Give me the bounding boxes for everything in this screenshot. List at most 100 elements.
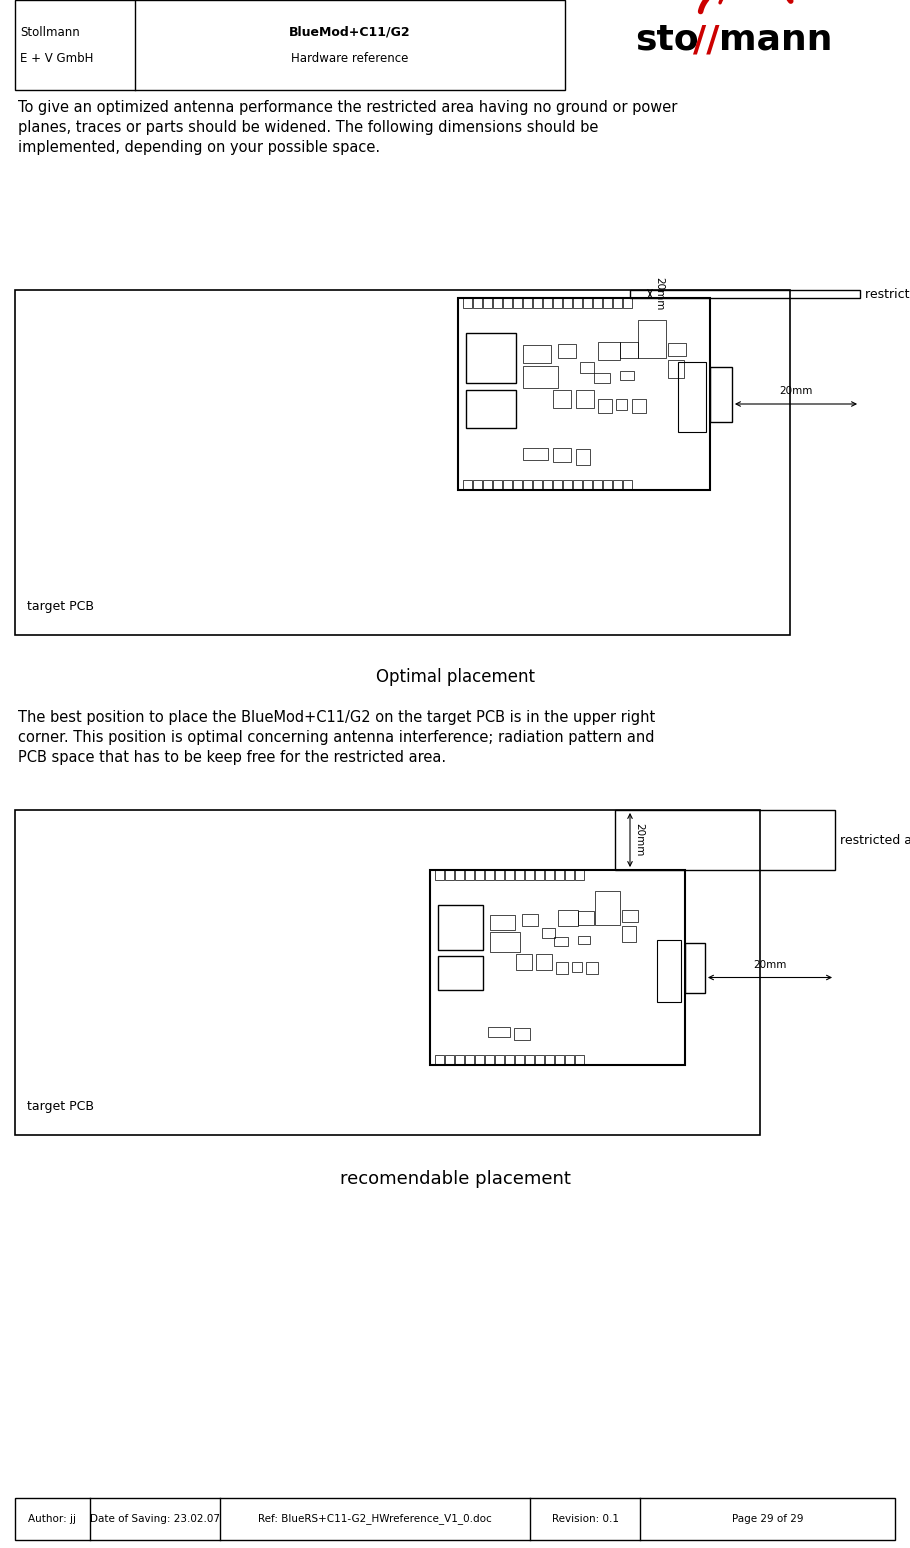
Bar (613, 480, 622, 491)
Bar (603, 480, 612, 491)
Bar (620, 342, 638, 358)
Bar (438, 906, 483, 950)
Bar (438, 957, 483, 991)
Bar (463, 299, 472, 308)
Bar (553, 447, 571, 461)
Bar (503, 480, 512, 491)
Bar (594, 373, 610, 382)
Bar (533, 299, 542, 308)
Bar (573, 299, 582, 308)
Bar (445, 1056, 454, 1065)
Bar (553, 390, 571, 409)
Bar (638, 320, 666, 358)
Bar (430, 870, 685, 1065)
Bar (578, 937, 590, 944)
Text: To give an optimized antenna performance the restricted area having no ground or: To give an optimized antenna performance… (18, 101, 677, 155)
Bar (466, 390, 516, 427)
Bar (515, 1056, 524, 1065)
Text: E + V GmbH: E + V GmbH (20, 51, 94, 65)
Bar (622, 910, 638, 923)
Text: restricted area: restricted area (865, 288, 910, 300)
Bar (593, 480, 602, 491)
Text: 20mm: 20mm (753, 960, 786, 969)
Bar (583, 299, 592, 308)
Bar (563, 299, 572, 308)
Bar (473, 480, 482, 491)
Bar (435, 1056, 444, 1065)
Bar (15, 289, 790, 635)
Bar (553, 480, 562, 491)
Bar (15, 0, 565, 90)
Text: The best position to place the BlueMod+C11/G2 on the target PCB is in the upper : The best position to place the BlueMod+C… (18, 711, 655, 765)
Text: Revision: 0.1: Revision: 0.1 (551, 1514, 619, 1523)
Bar (475, 870, 484, 879)
Bar (536, 954, 552, 971)
Bar (710, 367, 732, 421)
Bar (586, 961, 598, 974)
Bar (632, 399, 646, 413)
Bar (545, 870, 554, 879)
Bar (573, 480, 582, 491)
Bar (495, 1056, 504, 1065)
Bar (598, 399, 612, 413)
Bar (668, 361, 684, 378)
Bar (668, 344, 686, 356)
Bar (475, 1056, 484, 1065)
Text: target PCB: target PCB (27, 1101, 94, 1113)
Bar (15, 810, 760, 1135)
Bar (555, 870, 564, 879)
Bar (485, 870, 494, 879)
Bar (505, 870, 514, 879)
Bar (523, 480, 532, 491)
Text: //: // (693, 23, 720, 57)
Bar (576, 390, 594, 409)
Bar (523, 299, 532, 308)
Bar (525, 1056, 534, 1065)
Bar (622, 926, 636, 943)
Bar (556, 961, 568, 974)
Bar (575, 870, 584, 879)
Bar (535, 870, 544, 879)
Bar (525, 870, 534, 879)
Bar (593, 299, 602, 308)
Bar (490, 932, 520, 952)
Text: 20mm: 20mm (654, 277, 664, 311)
Bar (603, 299, 612, 308)
Bar (543, 480, 552, 491)
Bar (463, 480, 472, 491)
Bar (445, 870, 454, 879)
Text: 20mm: 20mm (779, 385, 813, 396)
Bar (466, 333, 516, 382)
Bar (523, 447, 548, 460)
Text: Ref: BlueRS+C11-G2_HWreference_V1_0.doc: Ref: BlueRS+C11-G2_HWreference_V1_0.doc (258, 1514, 492, 1525)
Text: Hardware reference: Hardware reference (291, 51, 409, 65)
Bar (598, 342, 620, 361)
Bar (554, 937, 568, 946)
Bar (458, 299, 710, 491)
Text: Date of Saving: 23.02.07: Date of Saving: 23.02.07 (90, 1514, 220, 1523)
Bar (565, 1056, 574, 1065)
Bar (533, 480, 542, 491)
Bar (553, 299, 562, 308)
Bar (575, 1056, 584, 1065)
Bar (623, 299, 632, 308)
Bar (455, 870, 464, 879)
Bar (493, 299, 502, 308)
Bar (488, 1026, 510, 1037)
Bar (630, 289, 860, 299)
Bar (583, 480, 592, 491)
Bar (483, 299, 492, 308)
Bar (513, 480, 522, 491)
Text: Author: jj: Author: jj (28, 1514, 76, 1523)
Bar (505, 1056, 514, 1065)
Bar (542, 927, 555, 938)
Text: Stollmann: Stollmann (20, 25, 80, 39)
Bar (623, 480, 632, 491)
Bar (558, 910, 578, 926)
Bar (657, 940, 681, 1002)
Text: restricted area: restricted area (840, 833, 910, 847)
Bar (563, 480, 572, 491)
Bar (473, 299, 482, 308)
Text: mann: mann (719, 23, 833, 57)
Bar (535, 1056, 544, 1065)
